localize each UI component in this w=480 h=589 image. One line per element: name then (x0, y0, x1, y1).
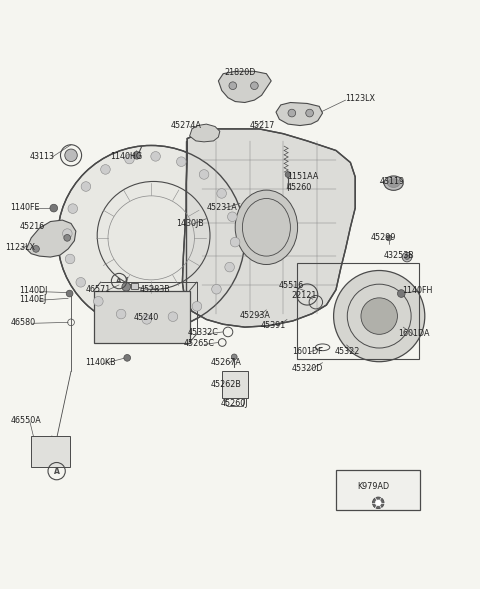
Text: K979AD: K979AD (358, 482, 389, 491)
Text: 45516: 45516 (278, 282, 304, 290)
Circle shape (231, 354, 237, 360)
Circle shape (229, 82, 237, 90)
Text: 45274A: 45274A (170, 121, 201, 130)
Circle shape (288, 109, 296, 117)
Circle shape (168, 312, 178, 322)
Ellipse shape (58, 145, 245, 330)
Text: 45322: 45322 (335, 347, 360, 356)
Text: 45299: 45299 (371, 233, 396, 242)
Polygon shape (218, 71, 271, 102)
Circle shape (334, 270, 425, 362)
Text: 1140HG: 1140HG (110, 152, 143, 161)
Text: 45391: 45391 (260, 321, 286, 330)
Circle shape (230, 237, 240, 247)
Circle shape (361, 298, 397, 335)
Text: 46550A: 46550A (11, 416, 41, 425)
Text: 46580: 46580 (11, 318, 36, 327)
Circle shape (64, 234, 71, 241)
Circle shape (122, 283, 131, 291)
Circle shape (50, 204, 58, 212)
Text: 43253B: 43253B (384, 251, 415, 260)
Bar (94, 290, 190, 342)
Ellipse shape (235, 190, 298, 264)
Circle shape (142, 315, 152, 324)
Text: 1151AA: 1151AA (287, 173, 318, 181)
Circle shape (133, 151, 141, 159)
Ellipse shape (387, 179, 400, 187)
Text: 1140EJ: 1140EJ (19, 295, 47, 304)
Circle shape (375, 500, 381, 506)
Circle shape (33, 246, 39, 252)
Text: 1140FE: 1140FE (11, 203, 40, 211)
Circle shape (68, 204, 78, 213)
Text: 21820D: 21820D (224, 68, 256, 77)
Circle shape (65, 149, 77, 161)
Circle shape (228, 212, 237, 221)
Text: 45283B: 45283B (139, 285, 170, 294)
Bar (222, 371, 248, 398)
Text: 1140FH: 1140FH (402, 286, 432, 295)
Text: 45260: 45260 (287, 183, 312, 193)
Text: 1601DA: 1601DA (398, 329, 430, 338)
Circle shape (217, 188, 227, 198)
Text: 1430JB: 1430JB (177, 219, 204, 228)
Circle shape (81, 182, 91, 191)
Text: 45240: 45240 (133, 313, 159, 322)
Circle shape (125, 154, 134, 164)
Circle shape (225, 262, 234, 272)
Text: 1140KB: 1140KB (85, 358, 116, 367)
Circle shape (306, 109, 313, 117)
Circle shape (124, 355, 131, 361)
Text: 43119: 43119 (379, 177, 404, 186)
Circle shape (212, 284, 221, 294)
Text: 45262B: 45262B (210, 380, 241, 389)
Text: 45260J: 45260J (221, 399, 248, 408)
Circle shape (76, 277, 85, 287)
Text: 1601DF: 1601DF (292, 347, 323, 356)
Text: 46571: 46571 (85, 285, 111, 294)
Circle shape (199, 170, 209, 179)
Text: 45293A: 45293A (240, 311, 271, 320)
Text: 1140DJ: 1140DJ (19, 286, 48, 295)
Text: 45265C: 45265C (183, 339, 215, 348)
Circle shape (94, 296, 103, 306)
Polygon shape (190, 124, 220, 142)
Ellipse shape (384, 176, 403, 190)
Circle shape (66, 290, 73, 297)
Bar (297, 263, 419, 359)
Circle shape (151, 151, 160, 161)
Text: 1123LX: 1123LX (346, 94, 375, 103)
Text: 45216: 45216 (19, 222, 45, 231)
Polygon shape (182, 129, 355, 327)
Text: 45231A: 45231A (206, 203, 237, 211)
Text: A: A (116, 278, 122, 284)
Circle shape (372, 497, 384, 508)
Text: 1123LX: 1123LX (5, 243, 35, 252)
Text: A: A (54, 466, 60, 476)
Bar (131, 283, 138, 289)
Circle shape (101, 164, 110, 174)
Circle shape (386, 235, 392, 241)
Polygon shape (276, 102, 323, 125)
Text: 43113: 43113 (30, 152, 55, 161)
Circle shape (402, 252, 412, 262)
Circle shape (192, 302, 202, 311)
Text: 22121: 22121 (292, 291, 317, 300)
Circle shape (62, 229, 72, 239)
Circle shape (177, 157, 186, 167)
Text: 45217: 45217 (250, 121, 275, 130)
Circle shape (251, 82, 258, 90)
Circle shape (397, 290, 405, 297)
Circle shape (285, 171, 291, 177)
Circle shape (65, 254, 75, 264)
Circle shape (405, 254, 409, 260)
Text: 45267A: 45267A (210, 358, 241, 367)
Text: 45320D: 45320D (292, 365, 323, 373)
Text: 45332C: 45332C (187, 329, 218, 337)
Circle shape (116, 309, 126, 319)
Bar (336, 470, 420, 509)
Polygon shape (26, 220, 76, 257)
Bar (31, 436, 70, 467)
